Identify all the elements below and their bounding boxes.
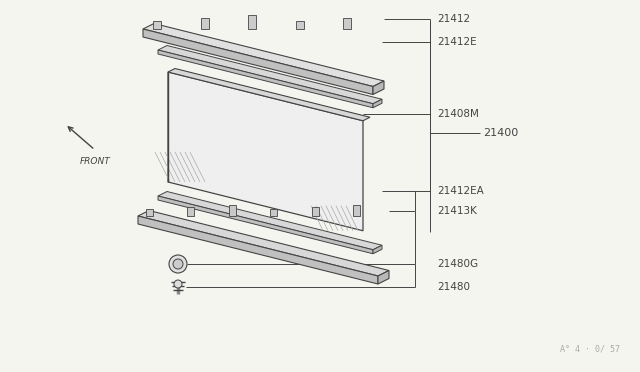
Polygon shape (312, 207, 319, 216)
Text: 21412E: 21412E (437, 37, 477, 47)
Polygon shape (143, 23, 384, 87)
Circle shape (174, 280, 182, 288)
Polygon shape (138, 216, 378, 284)
Polygon shape (158, 45, 382, 104)
Polygon shape (373, 99, 382, 108)
Polygon shape (248, 15, 256, 29)
Text: A° 4 · 0/ 57: A° 4 · 0/ 57 (560, 345, 620, 354)
Polygon shape (138, 211, 389, 276)
Polygon shape (229, 205, 236, 216)
Polygon shape (270, 209, 277, 216)
Text: 21412: 21412 (437, 14, 470, 24)
Text: FRONT: FRONT (79, 157, 110, 166)
Polygon shape (378, 270, 389, 284)
Polygon shape (353, 205, 360, 216)
Polygon shape (188, 207, 195, 216)
Polygon shape (146, 209, 153, 216)
Polygon shape (168, 72, 363, 231)
Polygon shape (200, 18, 209, 29)
Polygon shape (373, 81, 384, 94)
Text: 21408M: 21408M (437, 109, 479, 119)
Polygon shape (158, 192, 382, 250)
Polygon shape (153, 21, 161, 29)
Polygon shape (296, 21, 303, 29)
Polygon shape (168, 68, 370, 121)
Circle shape (169, 255, 187, 273)
Polygon shape (158, 50, 373, 108)
Polygon shape (373, 245, 382, 254)
Text: 21480: 21480 (437, 282, 470, 292)
Polygon shape (158, 196, 373, 254)
Polygon shape (143, 29, 373, 94)
Text: 21480G: 21480G (437, 259, 478, 269)
Text: 21400: 21400 (483, 128, 518, 138)
Text: 21413K: 21413K (437, 206, 477, 216)
Text: 21412EA: 21412EA (437, 186, 484, 196)
Polygon shape (343, 18, 351, 29)
Circle shape (173, 259, 183, 269)
